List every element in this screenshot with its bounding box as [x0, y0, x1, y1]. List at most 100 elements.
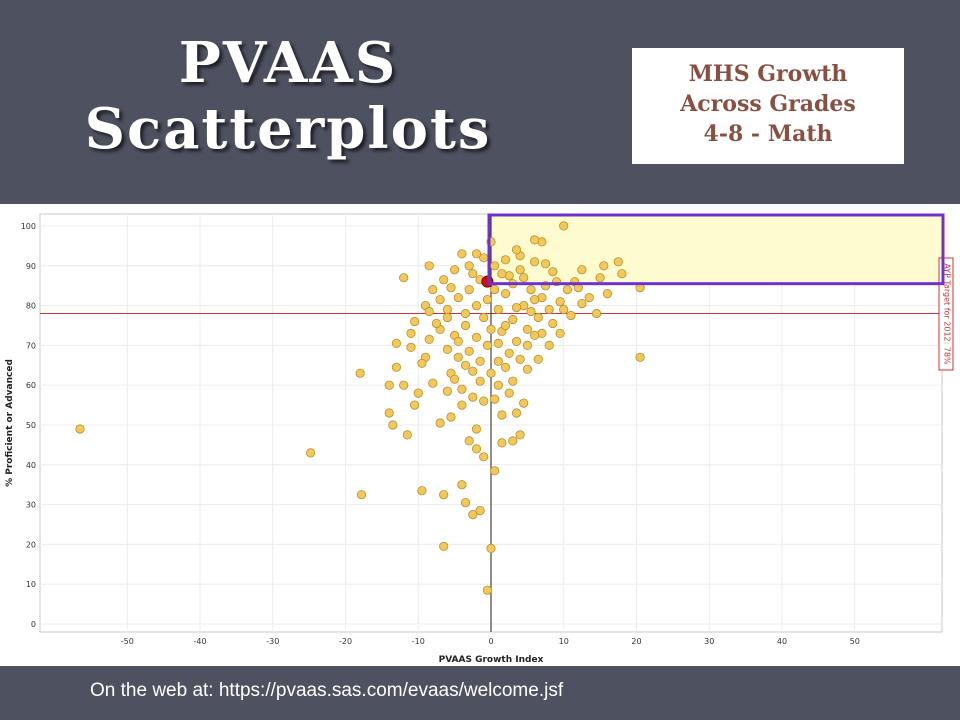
scatter-point [391, 338, 401, 348]
scatter-point [479, 312, 489, 323]
scatter-point [424, 334, 434, 344]
x-tick-label: -40 [193, 637, 206, 646]
y-tick-label: 60 [26, 381, 36, 390]
x-tick-label: 20 [631, 637, 641, 646]
scatter-point [457, 480, 467, 490]
scatter-point [529, 295, 540, 305]
scatter-point [460, 308, 471, 319]
scatter-point [457, 400, 467, 410]
scatter-point [75, 424, 85, 434]
x-tick-label: 30 [704, 637, 714, 646]
scatter-point [493, 338, 503, 348]
scatter-point [511, 336, 522, 346]
y-tick-label: 0 [31, 620, 36, 629]
scatter-point [544, 304, 554, 315]
scatter-point [460, 497, 471, 508]
scatter-point [577, 299, 587, 309]
badge-line2: Across Grades [680, 91, 856, 117]
scatter-point [428, 285, 438, 295]
scatter-point [522, 364, 533, 374]
scatter-point [399, 273, 409, 283]
scatter-point [526, 285, 536, 295]
scatter-point [555, 328, 565, 338]
scatter-point [471, 249, 482, 259]
scatter-point [468, 509, 478, 520]
scatter-point [617, 269, 627, 279]
scatter-point [391, 362, 401, 372]
scatter-point [442, 344, 452, 354]
y-tick-label: 90 [26, 262, 36, 271]
scatter-point [482, 585, 492, 595]
scatter-point [442, 386, 452, 396]
scatter-point [424, 261, 434, 271]
scatter-point [399, 380, 409, 390]
scatter-point [475, 376, 485, 386]
scatter-point [489, 261, 500, 271]
scatter-point [453, 352, 463, 362]
scatter-point [384, 408, 394, 418]
y-tick-label: 50 [26, 421, 36, 430]
scatter-point [515, 430, 525, 440]
scatter-point [486, 543, 496, 553]
scatter-point [471, 424, 482, 434]
scatter-point [424, 306, 434, 317]
target-region-fill [491, 214, 942, 282]
scatter-point [457, 384, 467, 394]
scatter-point [435, 418, 445, 428]
scatter-point [471, 332, 482, 342]
slide-title: PVAAS Scatterplots [18, 30, 558, 162]
scatter-point [355, 368, 365, 378]
x-axis-title: PVAAS Growth Index [439, 655, 544, 665]
scatter-point [500, 289, 511, 299]
scatter-point [540, 259, 551, 269]
scatter-point [584, 293, 594, 303]
scatter-point [446, 412, 456, 422]
scatter-point [533, 312, 543, 323]
scatter-point [559, 304, 569, 315]
scatter-point [475, 505, 485, 516]
scatter-point [453, 293, 463, 303]
scatter-point [500, 362, 511, 372]
scatter-point [591, 308, 602, 319]
y-tick-label: 80 [26, 302, 36, 311]
y-tick-label: 20 [26, 540, 36, 549]
scatter-point [635, 352, 645, 362]
y-tick-label: 40 [26, 461, 36, 470]
y-tick-label: 100 [21, 222, 36, 231]
scatter-point [388, 420, 398, 430]
scatter-point [464, 436, 474, 446]
scatter-point [566, 310, 576, 321]
scatter-point [533, 354, 543, 364]
scatter-point [439, 275, 449, 285]
scatter-point [508, 314, 518, 325]
scatter-point [442, 312, 452, 323]
scatter-point [413, 388, 423, 398]
scatter-point [511, 408, 522, 418]
scatter-point [544, 340, 554, 350]
badge-line3: 4-8 - Math [703, 121, 833, 147]
scatter-point [417, 358, 427, 368]
points-layer [75, 221, 645, 595]
scatter-point [559, 221, 569, 231]
x-tick-label: -50 [121, 637, 134, 646]
scatter-point [468, 392, 478, 402]
scatter-point [446, 283, 456, 293]
scatter-point [439, 490, 449, 500]
scatter-point [471, 301, 482, 311]
scatter-point [417, 486, 427, 496]
scatter-point [356, 490, 367, 500]
ayp-target-label: AYP Target for 2012: 78% [943, 263, 952, 365]
scatter-point [555, 297, 565, 307]
target-region-layer [491, 214, 942, 282]
scatter-point [511, 303, 522, 313]
scatter-point [409, 316, 420, 327]
scatter-point [464, 346, 474, 356]
scatter-point [468, 269, 478, 279]
scatter-point [577, 265, 587, 275]
scatter-point [602, 289, 613, 299]
x-tick-label: 0 [488, 637, 493, 646]
scatter-point [460, 320, 471, 331]
scatter-point [489, 285, 500, 295]
scatter-point [486, 324, 496, 335]
scatter-point [439, 541, 449, 551]
